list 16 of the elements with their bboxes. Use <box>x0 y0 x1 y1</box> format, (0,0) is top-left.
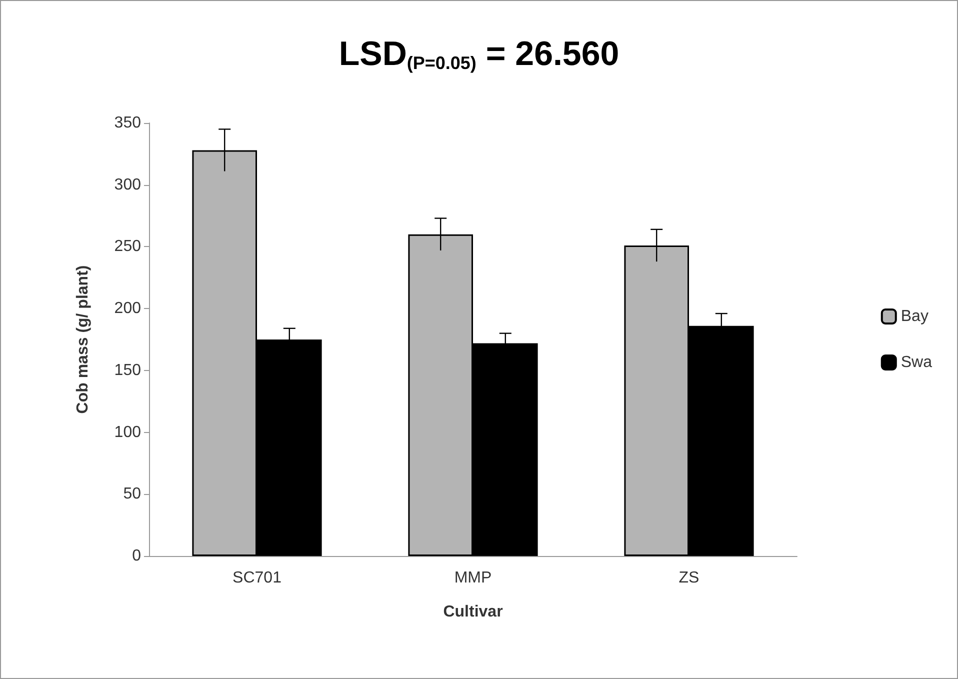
x-tick-label: ZS <box>678 570 700 586</box>
y-tick-label: 350 <box>114 114 142 132</box>
x-tick-label: MMP <box>454 570 492 586</box>
y-tick-label: 300 <box>114 176 142 194</box>
y-tick-label: 250 <box>114 238 142 256</box>
legend-label: Swa <box>900 354 932 371</box>
y-tick-label: 100 <box>114 424 142 441</box>
x-tick-label: SC701 <box>232 570 282 586</box>
legend-label: Bay <box>900 308 928 325</box>
y-tick-label: 200 <box>114 300 142 318</box>
x-axis-title: Cultivar <box>443 604 503 620</box>
chart-title: LSD(P=0.05) = 26.560 <box>338 35 620 73</box>
y-axis-title: Cob mass (g/ plant) <box>74 265 92 414</box>
y-tick-label: 150 <box>114 362 142 379</box>
y-tick-label: 50 <box>123 486 142 503</box>
y-tick-label: 0 <box>132 548 142 564</box>
